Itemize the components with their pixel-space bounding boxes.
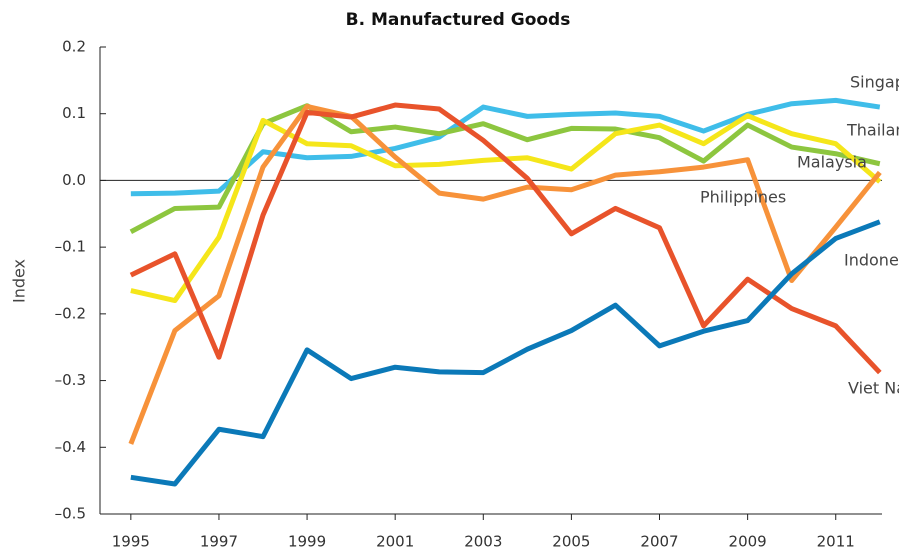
series-label: Philippines [700, 188, 786, 207]
chart-title: B. Manufactured Goods [346, 10, 571, 30]
series-line [130, 97, 881, 197]
x-tick-label: 1997 [200, 533, 238, 551]
y-tick-label: 0.2 [62, 38, 86, 56]
y-tick-label: –0.5 [55, 505, 86, 523]
y-tick-label: 0.0 [62, 171, 86, 189]
y-tick-label: –0.4 [55, 438, 86, 456]
y-tick-label: 0.1 [62, 104, 86, 122]
series-label: Singapore [850, 73, 899, 92]
series-label: Thailand [846, 121, 899, 140]
y-tick-label: –0.1 [55, 238, 86, 256]
series-label: Indonesia [844, 251, 899, 270]
y-tick-label: –0.3 [55, 371, 86, 389]
x-tick-label: 2001 [376, 533, 414, 551]
y-axis-label: Index [10, 259, 29, 303]
y-tick-label: –0.2 [55, 304, 86, 322]
series-line [130, 219, 881, 487]
x-tick-label: 2007 [640, 533, 678, 551]
x-tick-label: 1999 [288, 533, 326, 551]
series-label: Viet Nam [848, 379, 899, 398]
x-tick-label: 2003 [464, 533, 502, 551]
x-tick-label: 2005 [552, 533, 590, 551]
x-tick-label: 2011 [817, 533, 855, 551]
x-tick-label: 1995 [112, 533, 150, 551]
series-line [128, 103, 882, 445]
series-label: Malaysia [797, 153, 867, 172]
x-tick-label: 2009 [729, 533, 767, 551]
series-line [129, 102, 882, 375]
